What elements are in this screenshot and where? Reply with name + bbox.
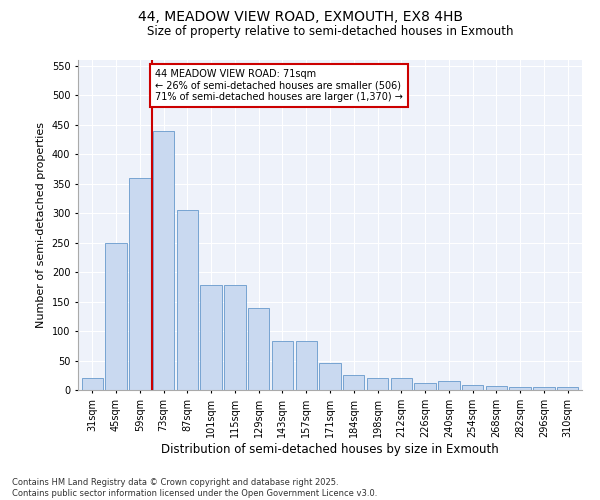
Bar [296,341,317,390]
Bar [82,378,103,390]
Bar [153,130,174,390]
Text: 44 MEADOW VIEW ROAD: 71sqm
← 26% of semi-detached houses are smaller (506)
71% o: 44 MEADOW VIEW ROAD: 71sqm ← 26% of semi… [155,69,403,102]
Title: Size of property relative to semi-detached houses in Exmouth: Size of property relative to semi-detach… [147,25,513,38]
Bar [557,387,578,390]
Bar [319,364,341,390]
Text: 44, MEADOW VIEW ROAD, EXMOUTH, EX8 4HB: 44, MEADOW VIEW ROAD, EXMOUTH, EX8 4HB [137,10,463,24]
Y-axis label: Number of semi-detached properties: Number of semi-detached properties [36,122,46,328]
X-axis label: Distribution of semi-detached houses by size in Exmouth: Distribution of semi-detached houses by … [161,442,499,456]
Text: Contains HM Land Registry data © Crown copyright and database right 2025.
Contai: Contains HM Land Registry data © Crown c… [12,478,377,498]
Bar [176,210,198,390]
Bar [462,386,484,390]
Bar [486,386,507,390]
Bar [343,374,364,390]
Bar [533,387,554,390]
Bar [272,341,293,390]
Bar [248,308,269,390]
Bar [224,285,245,390]
Bar [200,285,222,390]
Bar [106,242,127,390]
Bar [367,378,388,390]
Bar [415,383,436,390]
Bar [438,381,460,390]
Bar [129,178,151,390]
Bar [391,378,412,390]
Bar [509,387,531,390]
